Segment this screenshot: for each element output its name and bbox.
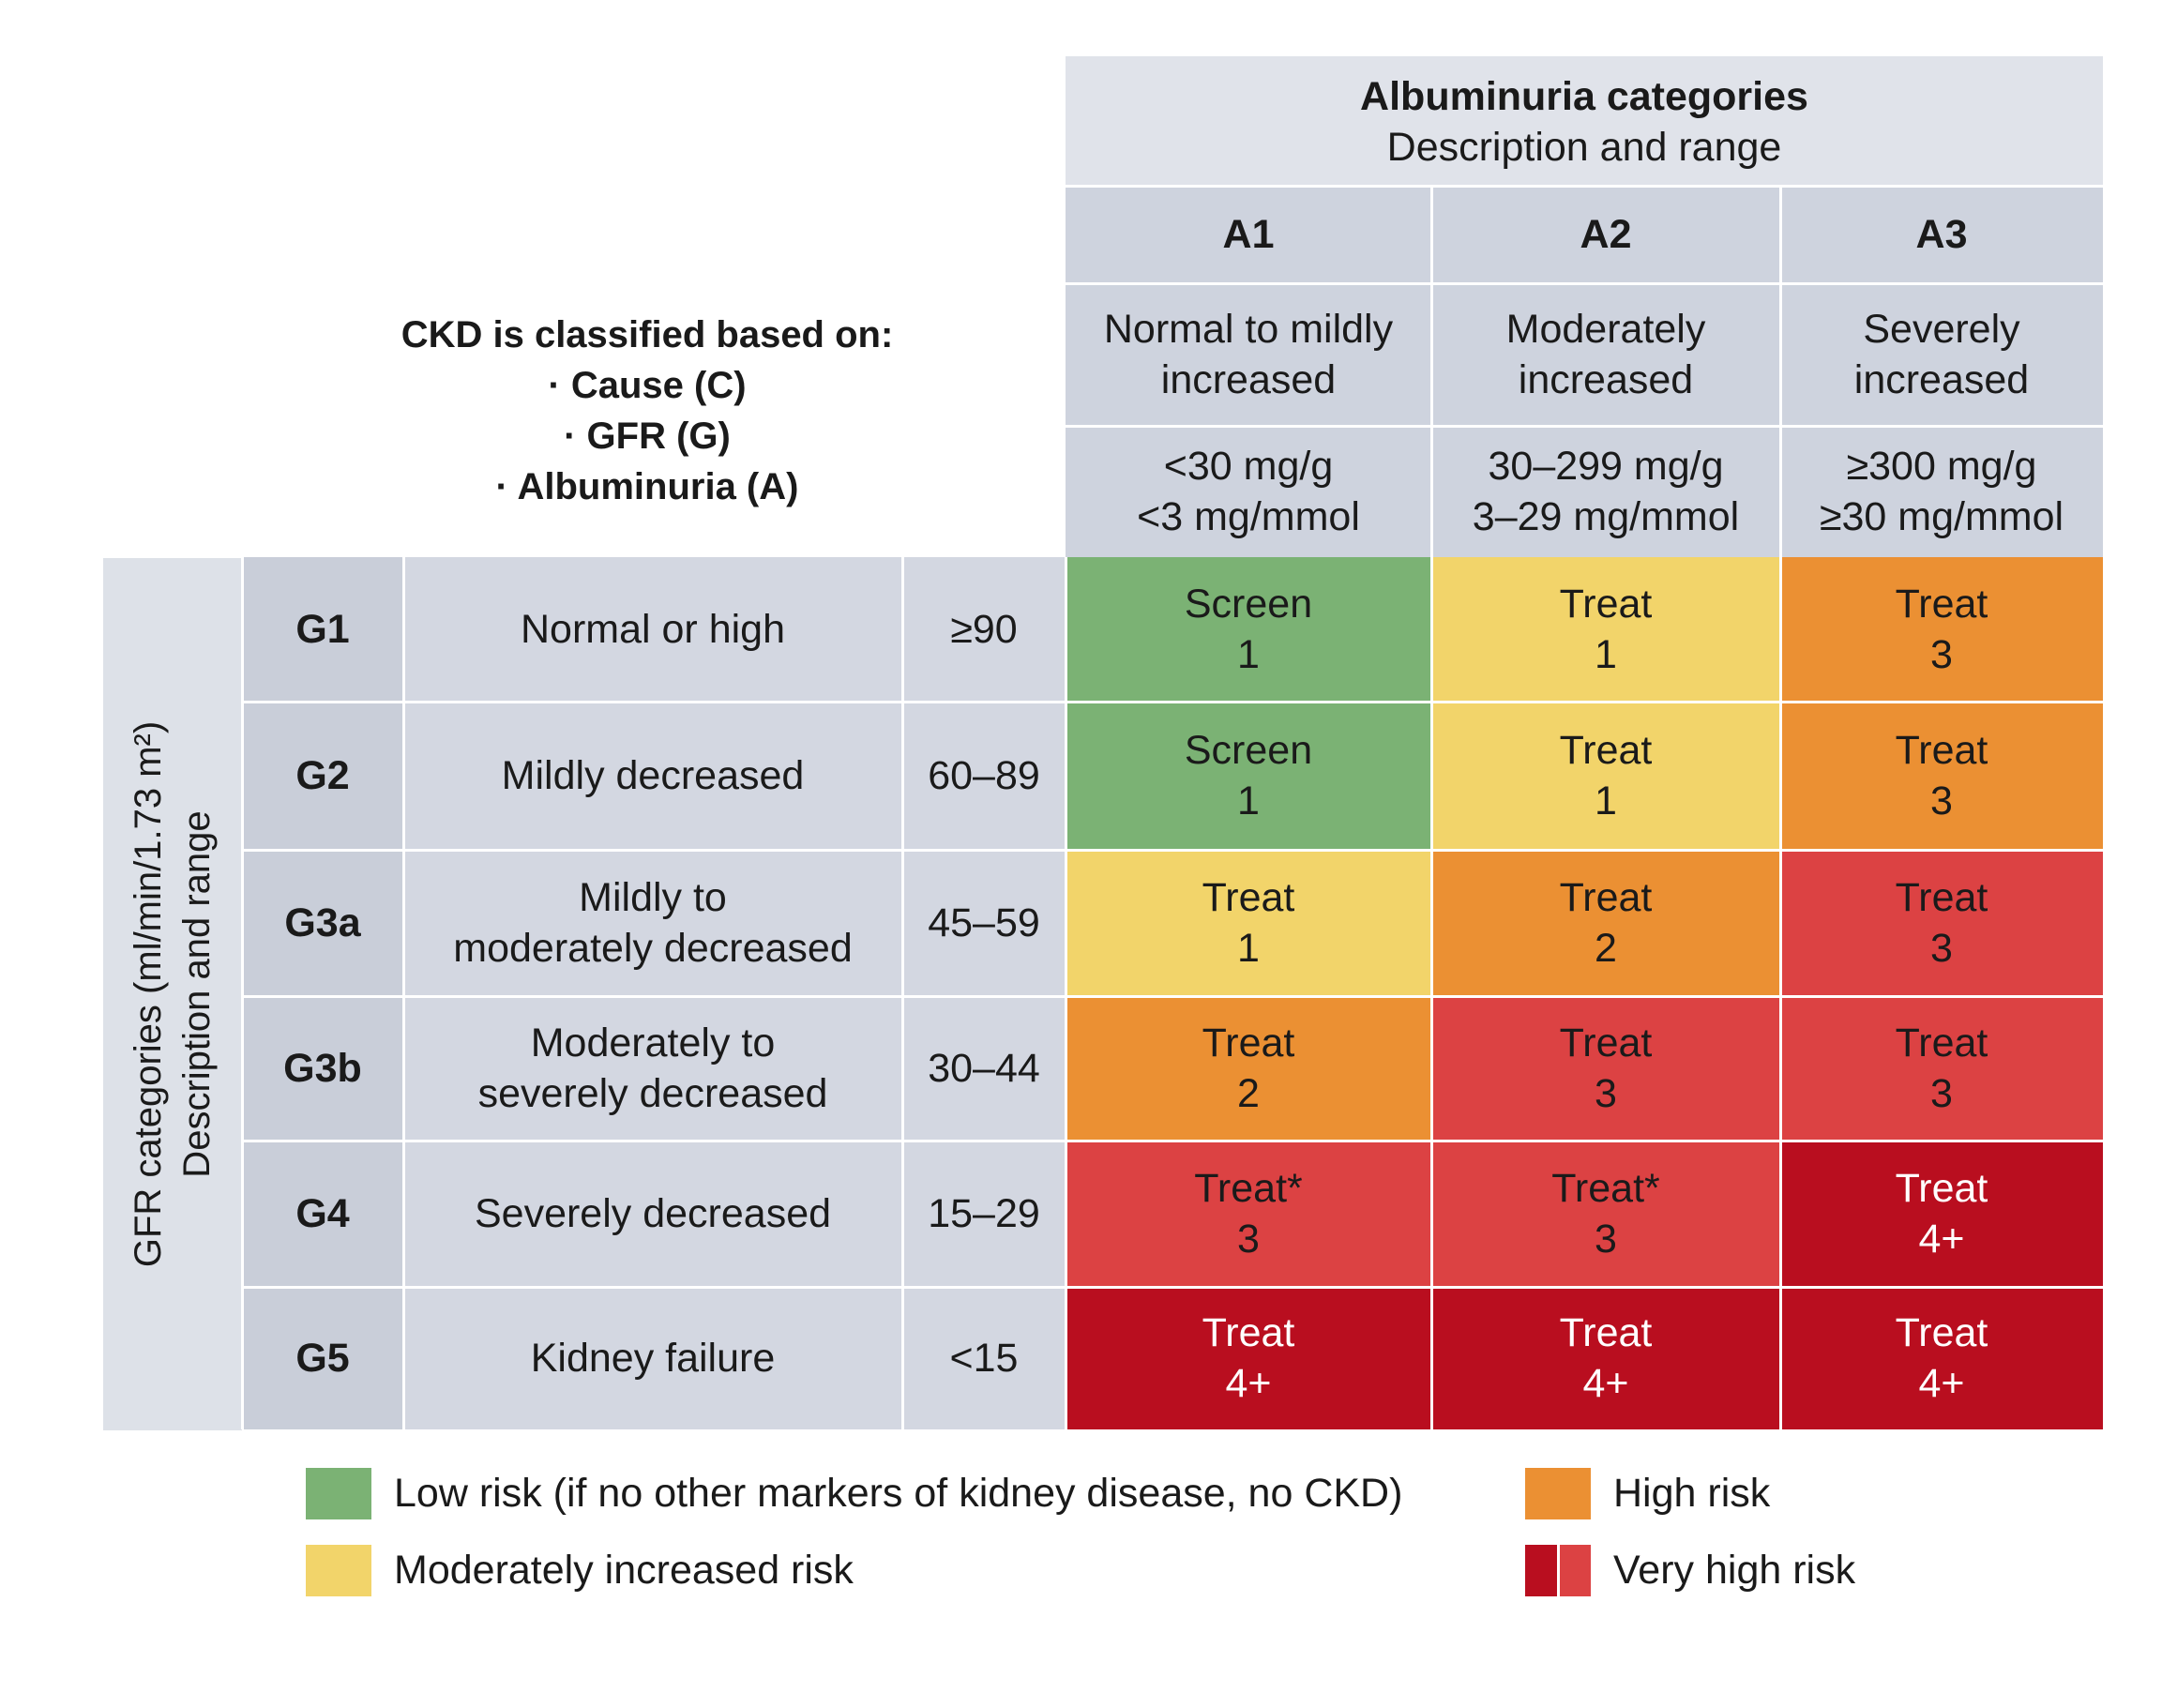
legend-high-swatch [1525, 1468, 1591, 1519]
gfr-range-g2: 60–89 [902, 702, 1066, 850]
risk-cell-g4-a3: Treat 4+ [1780, 1141, 2103, 1287]
albuminuria-header: Albuminuria categories Description and r… [1066, 56, 2103, 186]
gfr-code-g4: G4 [242, 1141, 403, 1287]
gfr-code-g3a: G3a [242, 850, 403, 996]
legend-high: High risk [1525, 1468, 1770, 1519]
legend-very-high-swatch [1525, 1545, 1591, 1596]
gfr-desc-g4: Severely decreased [403, 1141, 902, 1287]
legend-high-label: High risk [1613, 1471, 1771, 1516]
gfr-desc-g1: Normal or high [403, 557, 902, 702]
gfr-vertical-label: GFR categories (ml/min/1.73 m²) Descript… [103, 558, 242, 1430]
gfr-code-g1: G1 [242, 557, 403, 702]
gfr-code-g3b: G3b [242, 996, 403, 1141]
gfr-range-g3b: 30–44 [902, 996, 1066, 1141]
grid-separator [1779, 186, 1782, 557]
risk-cell-g5-a2: Treat 4+ [1431, 1287, 1780, 1429]
col-desc-a2: Moderately increased [1431, 283, 1780, 426]
risk-cell-g3a-a1: Treat 1 [1066, 850, 1431, 996]
risk-cell-g3b-a2: Treat 3 [1431, 996, 1780, 1141]
risk-cell-g2-a2: Treat 1 [1431, 702, 1780, 850]
risk-cell-g3a-a3: Treat 3 [1780, 850, 2103, 996]
legend-low-swatch [306, 1468, 371, 1519]
legend-moderate-swatch [306, 1545, 371, 1596]
risk-cell-g4-a1: Treat* 3 [1066, 1141, 1431, 1287]
col-desc-a1: Normal to mildly increased [1066, 283, 1431, 426]
legend-very-high-label: Very high risk [1613, 1548, 1856, 1593]
col-code-a1: A1 [1066, 186, 1431, 283]
gfr-code-g5: G5 [242, 1287, 403, 1429]
grid-separator [1065, 557, 1067, 1429]
grid-separator [1430, 186, 1433, 557]
gfr-desc-g5: Kidney failure [403, 1287, 902, 1429]
grid-separator [242, 1140, 2103, 1142]
col-range-a1: <30 mg/g <3 mg/mmol [1066, 426, 1431, 557]
risk-cell-g5-a3: Treat 4+ [1780, 1287, 2103, 1429]
classification-block: CKD is classified based on: · Cause (C) … [281, 310, 1013, 512]
legend-low: Low risk (if no other markers of kidney … [306, 1468, 1402, 1519]
risk-cell-g2-a3: Treat 3 [1780, 702, 2103, 850]
albuminuria-title: Albuminuria categories [1360, 74, 1808, 119]
risk-cell-g3b-a1: Treat 2 [1066, 996, 1431, 1141]
col-code-a2: A2 [1431, 186, 1780, 283]
risk-cell-g3b-a3: Treat 3 [1780, 996, 2103, 1141]
legend-low-label: Low risk (if no other markers of kidney … [394, 1471, 1403, 1516]
classification-item-albuminuria: · Albuminuria (A) [495, 466, 799, 507]
grid-separator [901, 557, 904, 1429]
classification-item-gfr: · GFR (G) [564, 416, 731, 457]
risk-cell-g1-a2: Treat 1 [1431, 557, 1780, 702]
col-range-a2: 30–299 mg/g 3–29 mg/mmol [1431, 426, 1780, 557]
gfr-range-g1: ≥90 [902, 557, 1066, 702]
gfr-range-g5: <15 [902, 1287, 1066, 1429]
gfr-range-g3a: 45–59 [902, 850, 1066, 996]
grid-separator [402, 557, 405, 1429]
gfr-range-g4: 15–29 [902, 1141, 1066, 1287]
col-code-a3: A3 [1780, 186, 2103, 283]
grid-separator [1430, 557, 1433, 1429]
legend-moderate: Moderately increased risk [306, 1545, 854, 1596]
grid-separator [242, 849, 2103, 852]
gfr-desc-g3a: Mildly to moderately decreased [403, 850, 902, 996]
grid-separator [242, 701, 2103, 703]
risk-cell-g1-a3: Treat 3 [1780, 557, 2103, 702]
classification-item-cause: · Cause (C) [548, 365, 747, 406]
grid-separator [241, 557, 244, 1429]
grid-separator [1066, 282, 2103, 285]
grid-separator [1066, 185, 2103, 188]
legend-moderate-label: Moderately increased risk [394, 1548, 854, 1593]
gfr-desc-g3b: Moderately to severely decreased [403, 996, 902, 1141]
risk-cell-g3a-a2: Treat 2 [1431, 850, 1780, 996]
risk-cell-g1-a1: Screen 1 [1066, 557, 1431, 702]
risk-cell-g5-a1: Treat 4+ [1066, 1287, 1431, 1429]
grid-separator [242, 1286, 2103, 1289]
gfr-desc-g2: Mildly decreased [403, 702, 902, 850]
grid-separator [1066, 425, 2103, 428]
risk-cell-g4-a2: Treat* 3 [1431, 1141, 1780, 1287]
col-desc-a3: Severely increased [1780, 283, 2103, 426]
grid-separator [1779, 557, 1782, 1429]
risk-cell-g2-a1: Screen 1 [1066, 702, 1431, 850]
grid-separator [242, 995, 2103, 998]
col-range-a3: ≥300 mg/g ≥30 mg/mmol [1780, 426, 2103, 557]
classification-title: CKD is classified based on: [401, 314, 894, 355]
albuminuria-subtitle: Description and range [1386, 125, 1782, 170]
gfr-label-line2: Description and range [176, 810, 218, 1178]
gfr-code-g2: G2 [242, 702, 403, 850]
gfr-label-line1: GFR categories (ml/min/1.73 m²) [128, 720, 169, 1268]
legend-very-high: Very high risk [1525, 1545, 1855, 1596]
